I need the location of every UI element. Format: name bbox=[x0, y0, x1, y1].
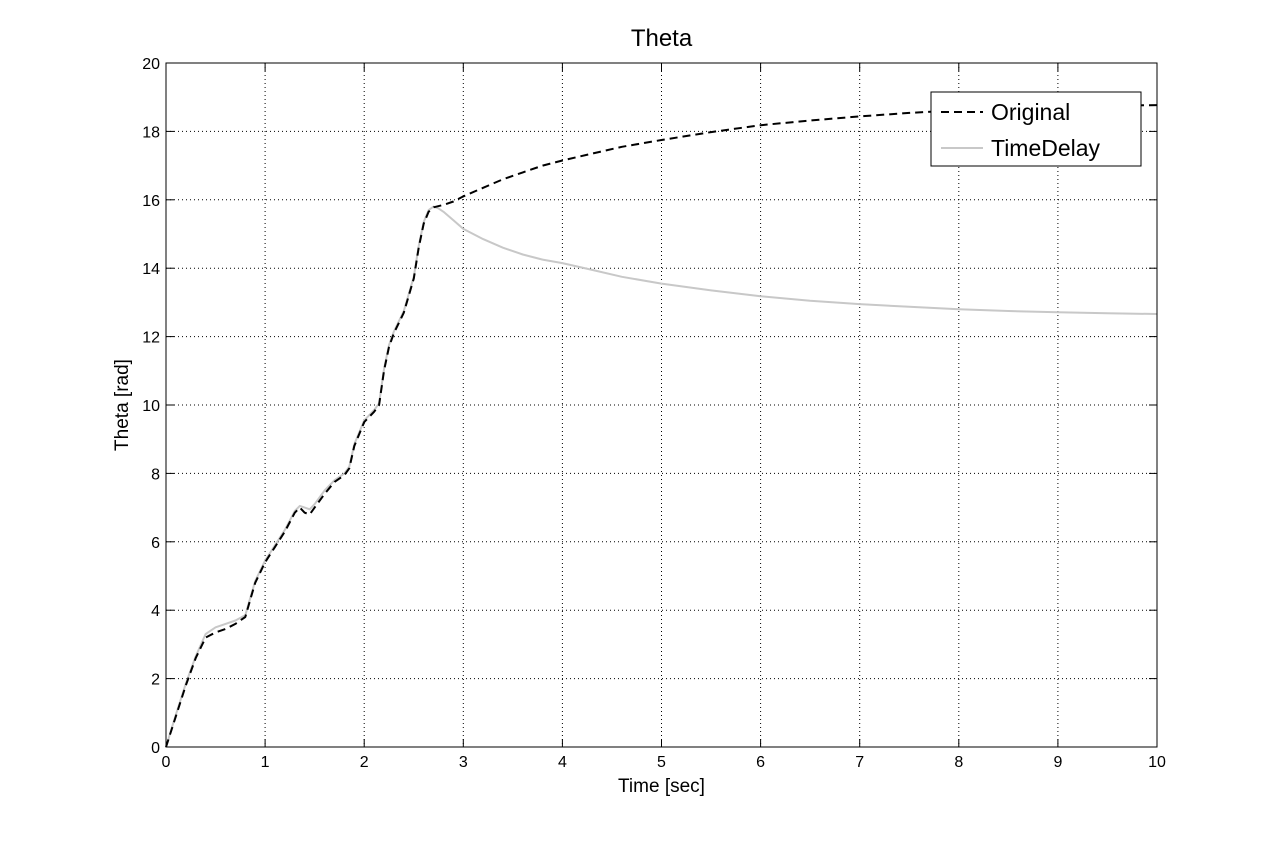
chart-title: Theta bbox=[631, 25, 693, 52]
series-group bbox=[165, 104, 1158, 748]
x-tick-label: 9 bbox=[1053, 754, 1062, 771]
y-tick-label: 14 bbox=[142, 261, 160, 278]
legend-box bbox=[930, 91, 1142, 167]
y-tick-label: 18 bbox=[142, 124, 160, 141]
y-tick-label: 10 bbox=[142, 398, 160, 415]
series-line-original bbox=[165, 104, 1158, 748]
x-tick-label: 8 bbox=[954, 754, 963, 771]
legend: Original TimeDelay bbox=[930, 91, 1142, 167]
legend-label-timedelay: TimeDelay bbox=[991, 135, 1101, 161]
y-axis-label: Theta [rad] bbox=[112, 359, 133, 451]
x-tick-label: 5 bbox=[657, 754, 666, 771]
x-tick-label: 1 bbox=[261, 754, 270, 771]
x-tick-label: 3 bbox=[459, 754, 468, 771]
x-tick-label: 7 bbox=[855, 754, 864, 771]
y-tick-label: 6 bbox=[151, 535, 160, 552]
y-tick-label: 12 bbox=[142, 330, 160, 347]
x-tick-label: 0 bbox=[162, 754, 171, 771]
y-tick-label: 8 bbox=[151, 466, 160, 483]
y-tick-label: 0 bbox=[151, 740, 160, 757]
x-tick-label: 10 bbox=[1148, 754, 1166, 771]
x-tick-label: 2 bbox=[360, 754, 369, 771]
plot-area bbox=[166, 63, 1157, 747]
x-axis-label: Time [sec] bbox=[618, 776, 705, 797]
x-tick-label: 6 bbox=[756, 754, 765, 771]
y-tick-label: 16 bbox=[142, 193, 160, 210]
y-tick-label: 4 bbox=[151, 603, 160, 620]
y-tick-label: 2 bbox=[151, 672, 160, 689]
x-tick-label: 4 bbox=[558, 754, 567, 771]
legend-label-original: Original bbox=[991, 99, 1070, 125]
y-tick-label: 20 bbox=[142, 56, 160, 73]
